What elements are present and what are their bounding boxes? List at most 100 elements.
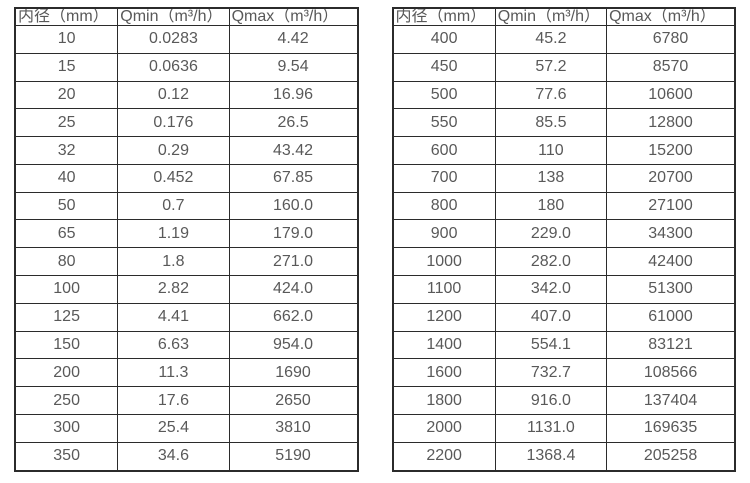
table-cell: 2000 xyxy=(392,413,496,443)
table-row: 1400 554.1 83121 xyxy=(392,330,736,360)
table-row: 25 0.176 26.5 xyxy=(14,108,359,138)
table-cell: 40 xyxy=(14,163,119,193)
column-header: Qmax（m³/h） xyxy=(606,7,736,26)
table-row: 65 1.19 179.0 xyxy=(14,219,359,249)
table-row: 1000 282.0 42400 xyxy=(392,247,736,277)
table-cell: 1200 xyxy=(392,302,496,332)
table-cell: 42400 xyxy=(606,247,736,277)
table-cell: 400 xyxy=(392,25,496,54)
table-cell: 700 xyxy=(392,163,496,193)
table-cell: 0.176 xyxy=(117,108,230,138)
table-row: 125 4.41 662.0 xyxy=(14,302,359,332)
table-cell: 900 xyxy=(392,219,496,249)
table-row: 250 17.6 2650 xyxy=(14,386,359,415)
table-cell: 1600 xyxy=(392,358,496,388)
table-row: 80 1.8 271.0 xyxy=(14,247,359,277)
table-cell: 1368.4 xyxy=(494,441,608,472)
table-cell: 32 xyxy=(14,136,119,165)
table-cell: 0.7 xyxy=(117,191,230,221)
table-cell: 169635 xyxy=(606,413,736,443)
table-cell: 8570 xyxy=(606,52,736,82)
table-cell: 550 xyxy=(392,108,496,138)
table-cell: 500 xyxy=(392,80,496,110)
table-row: 40 0.452 67.85 xyxy=(14,163,359,193)
table-cell: 350 xyxy=(14,441,119,472)
table-row: 350 34.6 5190 xyxy=(14,441,359,472)
column-header: Qmin（m³/h） xyxy=(494,7,608,26)
table-cell: 83121 xyxy=(606,330,736,360)
table-cell: 25 xyxy=(14,108,119,138)
table-cell: 2200 xyxy=(392,441,496,472)
table-cell: 2650 xyxy=(228,386,359,415)
header-row: 内径（mm） Qmin（m³/h） Qmax（m³/h） xyxy=(392,7,736,26)
table-cell: 77.6 xyxy=(494,80,608,110)
table-cell: 10600 xyxy=(606,80,736,110)
table-cell: 0.452 xyxy=(117,163,230,193)
table-cell: 3810 xyxy=(228,413,359,443)
table-cell: 34300 xyxy=(606,219,736,249)
table-row: 1800 916.0 137404 xyxy=(392,386,736,415)
table-cell: 1.19 xyxy=(117,219,230,249)
table-cell: 6.63 xyxy=(117,330,230,360)
table-row: 2200 1368.4 205258 xyxy=(392,441,736,472)
table-cell: 229.0 xyxy=(494,219,608,249)
table-cell: 67.85 xyxy=(228,163,359,193)
table-cell: 0.29 xyxy=(117,136,230,165)
table-cell: 15 xyxy=(14,52,119,82)
table-cell: 282.0 xyxy=(494,247,608,277)
table-cell: 0.12 xyxy=(117,80,230,110)
table-cell: 0.0283 xyxy=(117,25,230,54)
table-cell: 1400 xyxy=(392,330,496,360)
column-header: 内径（mm） xyxy=(14,7,119,26)
table-cell: 27100 xyxy=(606,191,736,221)
table-cell: 662.0 xyxy=(228,302,359,332)
table-cell: 110 xyxy=(494,136,608,165)
table-cell: 20700 xyxy=(606,163,736,193)
table-cell: 6780 xyxy=(606,25,736,54)
table-cell: 600 xyxy=(392,136,496,165)
table-row: 800 180 27100 xyxy=(392,191,736,221)
table-cell: 2.82 xyxy=(117,275,230,304)
table-cell: 0.0636 xyxy=(117,52,230,82)
table-cell: 407.0 xyxy=(494,302,608,332)
table-cell: 138 xyxy=(494,163,608,193)
table-row: 2000 1131.0 169635 xyxy=(392,413,736,443)
table-cell: 25.4 xyxy=(117,413,230,443)
table-cell: 1.8 xyxy=(117,247,230,277)
flow-table-small-diameters: 内径（mm） Qmin（m³/h） Qmax（m³/h） 10 0.0283 4.42 15… xyxy=(14,7,359,472)
table-cell: 17.6 xyxy=(117,386,230,415)
table-cell: 85.5 xyxy=(494,108,608,138)
table-cell: 180 xyxy=(494,191,608,221)
table-cell: 205258 xyxy=(606,441,736,472)
table-cell: 1690 xyxy=(228,358,359,388)
table-row: 550 85.5 12800 xyxy=(392,108,736,138)
table-cell: 800 xyxy=(392,191,496,221)
table-cell: 5190 xyxy=(228,441,359,472)
table-cell: 732.7 xyxy=(494,358,608,388)
table-row: 1100 342.0 51300 xyxy=(392,275,736,304)
table-cell: 1800 xyxy=(392,386,496,415)
flow-table-large-diameters: 内径（mm） Qmin（m³/h） Qmax（m³/h） 400 45.2 6780 450… xyxy=(391,7,736,472)
table-row: 32 0.29 43.42 xyxy=(14,136,359,165)
table-cell: 108566 xyxy=(606,358,736,388)
table-cell: 12800 xyxy=(606,108,736,138)
table-cell: 61000 xyxy=(606,302,736,332)
table-cell: 9.54 xyxy=(228,52,359,82)
table-cell: 65 xyxy=(14,219,119,249)
table-row: 150 6.63 954.0 xyxy=(14,330,359,360)
table-cell: 100 xyxy=(14,275,119,304)
table-cell: 4.41 xyxy=(117,302,230,332)
table-cell: 45.2 xyxy=(494,25,608,54)
table-row: 200 11.3 1690 xyxy=(14,358,359,388)
table-row: 400 45.2 6780 xyxy=(392,25,736,54)
table-cell: 160.0 xyxy=(228,191,359,221)
table-row: 500 77.6 10600 xyxy=(392,80,736,110)
table-cell: 554.1 xyxy=(494,330,608,360)
table-cell: 125 xyxy=(14,302,119,332)
table-row: 50 0.7 160.0 xyxy=(14,191,359,221)
table-row: 15 0.0636 9.54 xyxy=(14,52,359,82)
table-cell: 137404 xyxy=(606,386,736,415)
table-row: 1200 407.0 61000 xyxy=(392,302,736,332)
table-row: 10 0.0283 4.42 xyxy=(14,25,359,54)
